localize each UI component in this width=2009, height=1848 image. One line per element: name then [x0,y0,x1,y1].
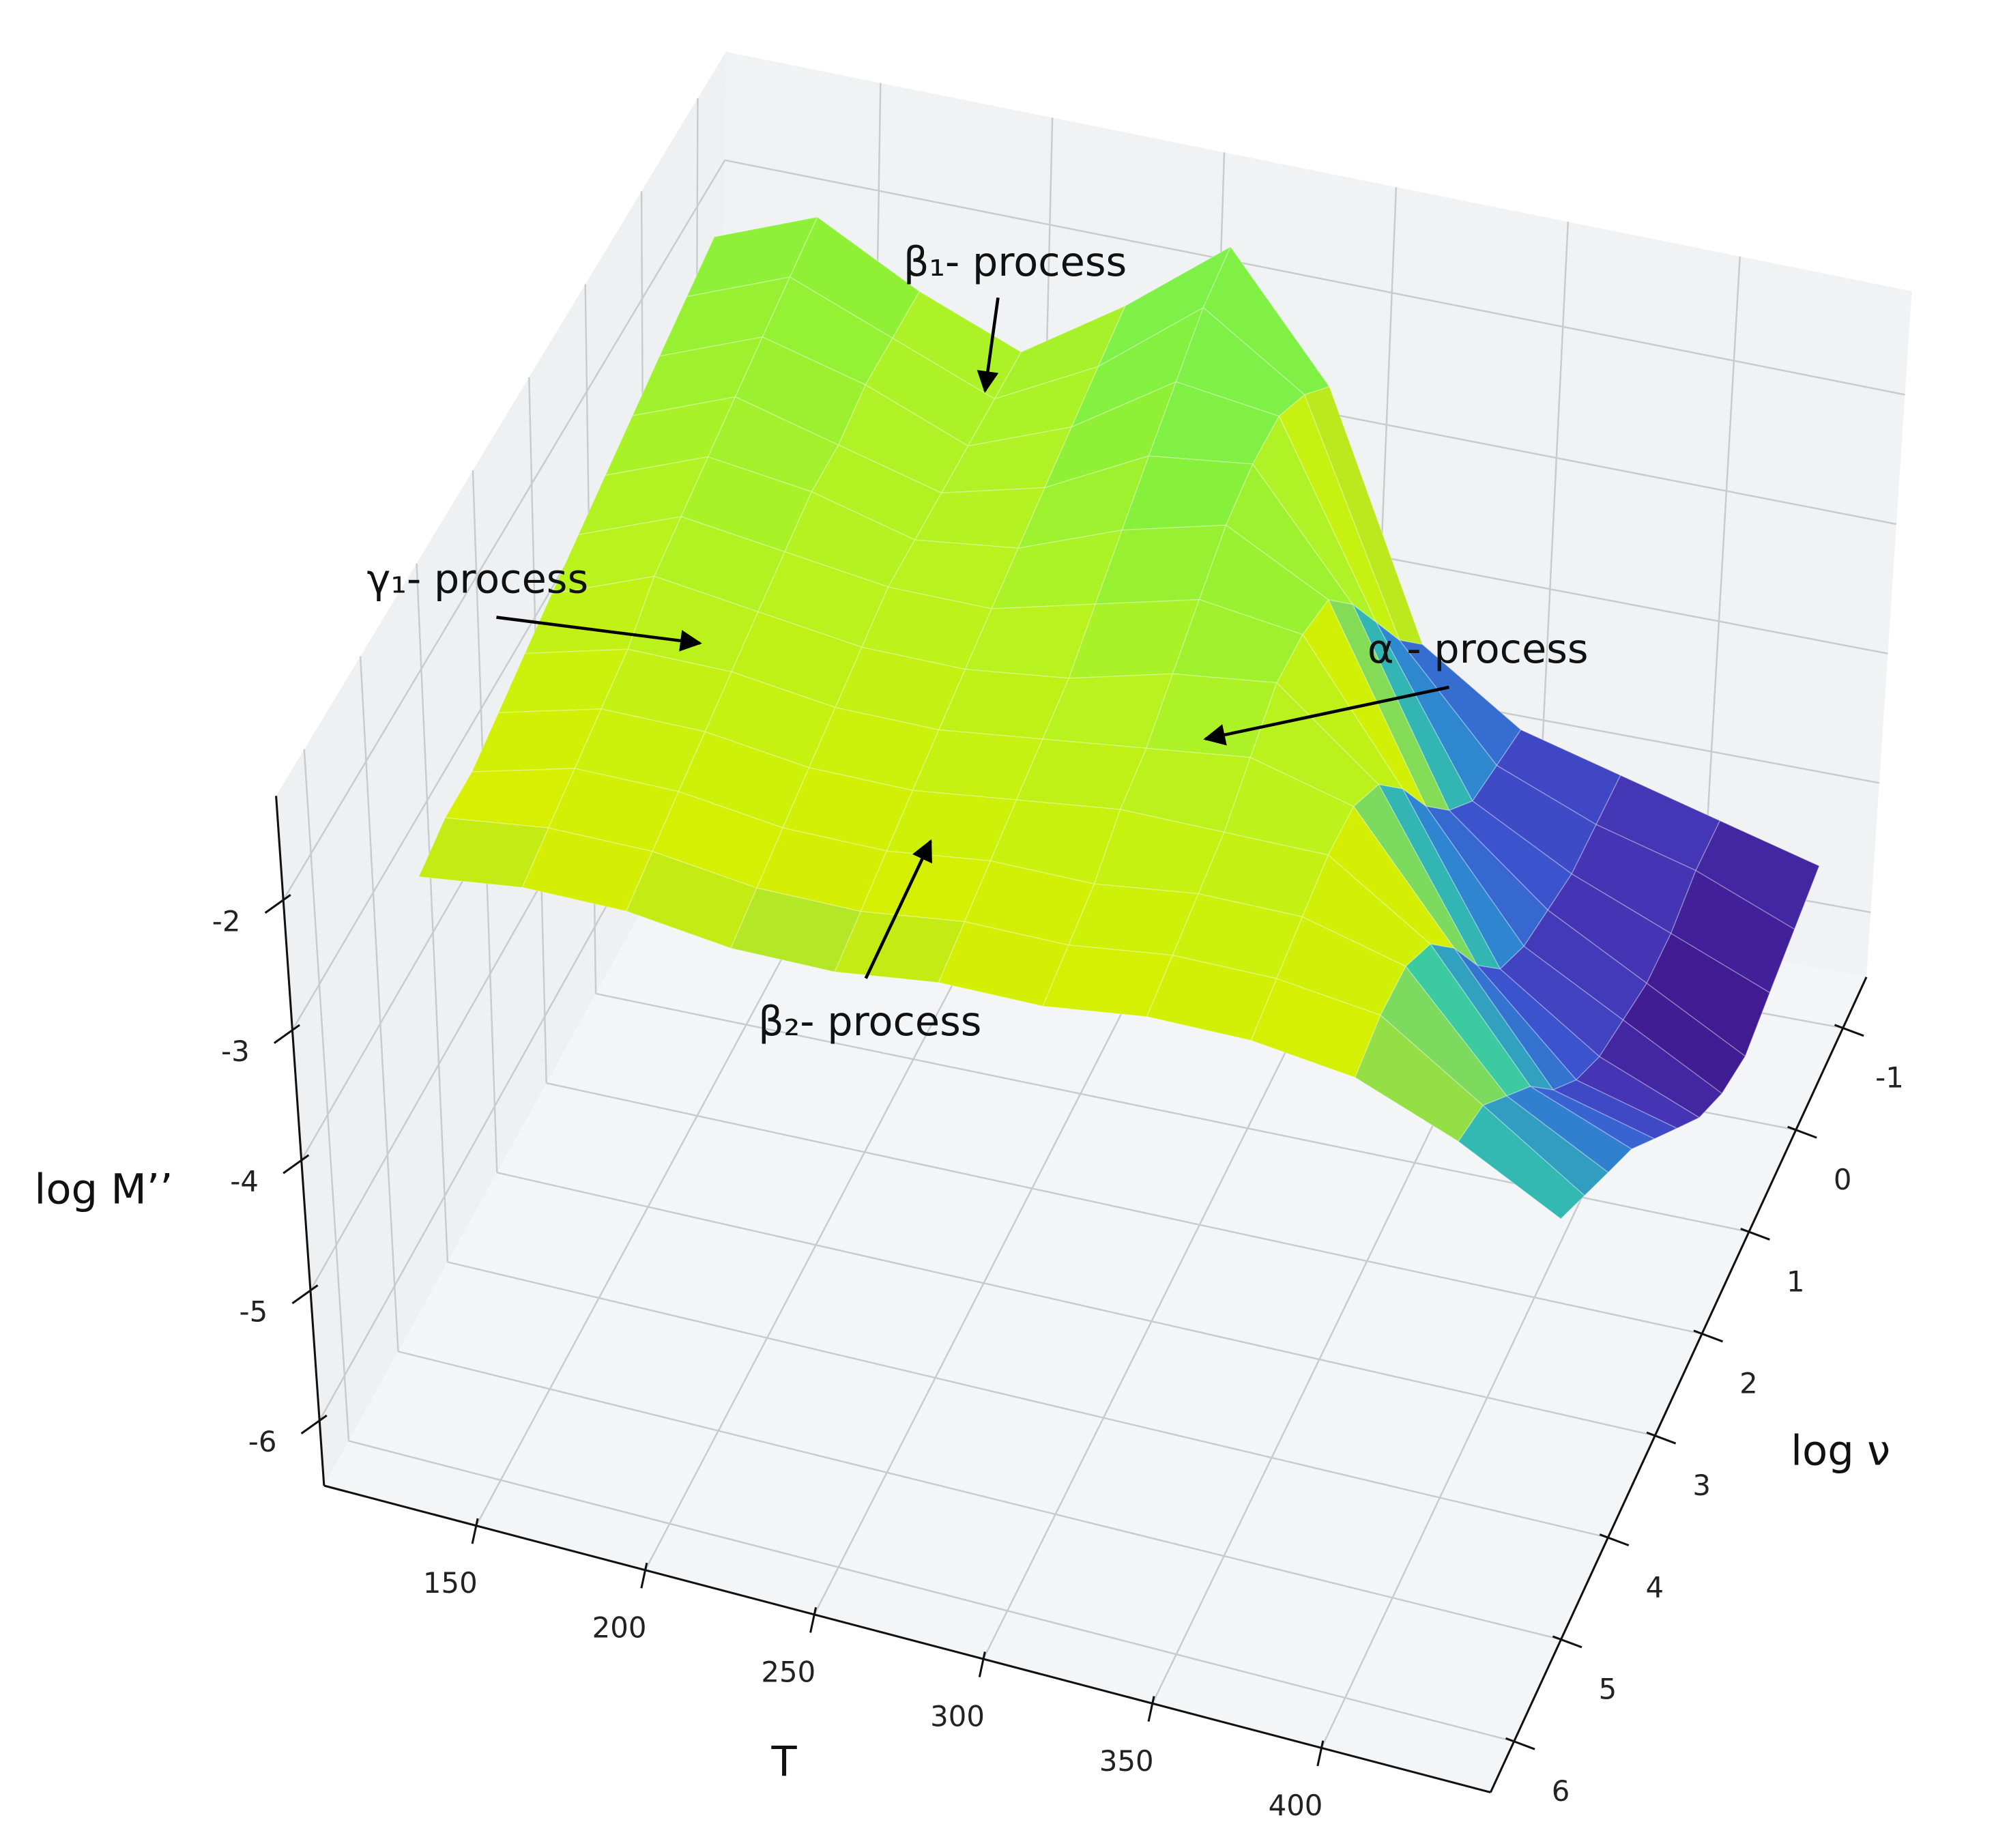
annotation: β₁- process [904,238,1127,285]
y-tick-label: -1 [1875,1061,1904,1095]
y-tick-label: 1 [1787,1265,1805,1298]
tick-mark [273,1024,300,1044]
y-tick-label: 3 [1692,1469,1711,1502]
tick-mark [1787,1125,1817,1139]
x-tick-label: 150 [423,1566,478,1600]
z-tick-label: -2 [212,904,241,938]
x-tick-label: 350 [1099,1744,1154,1778]
x-tick-label: 250 [761,1656,815,1689]
y-axis-line [1489,977,1868,1793]
x-tick-label: 400 [1269,1789,1323,1822]
grid-line [348,1440,1514,1742]
z-tick-label: -3 [221,1035,250,1068]
tick-mark [809,1606,818,1633]
annotations: β₁- process γ₁- process α - process β₂- … [367,238,1589,1045]
annotation-arrow [864,839,932,979]
x-axis-title: T [771,1738,798,1786]
tick-mark [471,1518,479,1544]
grid-line [497,1172,1656,1436]
tick-mark [264,894,291,914]
y-tick-label: 4 [1645,1570,1664,1604]
grid-line [283,160,726,901]
y-axis-title: log ν [1791,1428,1890,1475]
tick-mark [1834,1024,1864,1037]
grid-line [447,1261,1608,1539]
annotation: α - process [1368,625,1589,672]
x-tick-label: 200 [592,1611,647,1644]
y-tick-label: 5 [1599,1673,1617,1706]
tick-mark [1599,1533,1630,1546]
grid-line [416,563,449,1262]
tick-mark [1147,1696,1155,1722]
tick-mark [1505,1737,1535,1750]
tick-mark [1646,1431,1677,1445]
surface-patch [1458,1105,1585,1219]
grid-line [724,159,1905,396]
tick-mark [1316,1740,1325,1767]
annotation-arrow [977,297,1000,393]
z-tick-label: -4 [230,1165,259,1198]
surface [418,216,1820,1219]
grid-line [398,1351,1561,1641]
tick-mark [978,1651,986,1677]
annotation: γ₁- process [367,555,589,603]
annotation: β₂- process [758,998,981,1045]
z-axis-title: log M’’ [34,1166,173,1214]
tick-mark [1740,1228,1770,1241]
x-tick-label: 300 [930,1700,985,1733]
y-tick-label: 2 [1739,1367,1758,1400]
tick-mark [1693,1329,1724,1343]
grid-line [546,1082,1703,1335]
z-tick-label: -6 [248,1425,277,1458]
axes: 150 200 250 300 350 400 -1 0 1 2 3 4 5 6 -6 -5 -4 -3 -2 [212,796,1904,1822]
tick-mark [300,1414,328,1434]
tick-mark [640,1562,648,1589]
y-tick-label: 6 [1552,1774,1570,1808]
annotation-arrow [496,616,702,652]
x-axis-line [323,1484,1491,1793]
y-tick-label: 0 [1834,1163,1852,1196]
annotation-arrow [1203,685,1449,746]
z-tick-label: -5 [240,1295,268,1328]
grid-line [359,656,399,1352]
tick-mark [283,1154,310,1174]
grid-line [303,749,350,1441]
tick-mark [291,1284,319,1305]
tick-mark [1552,1635,1582,1649]
z-axis-line [275,796,326,1486]
